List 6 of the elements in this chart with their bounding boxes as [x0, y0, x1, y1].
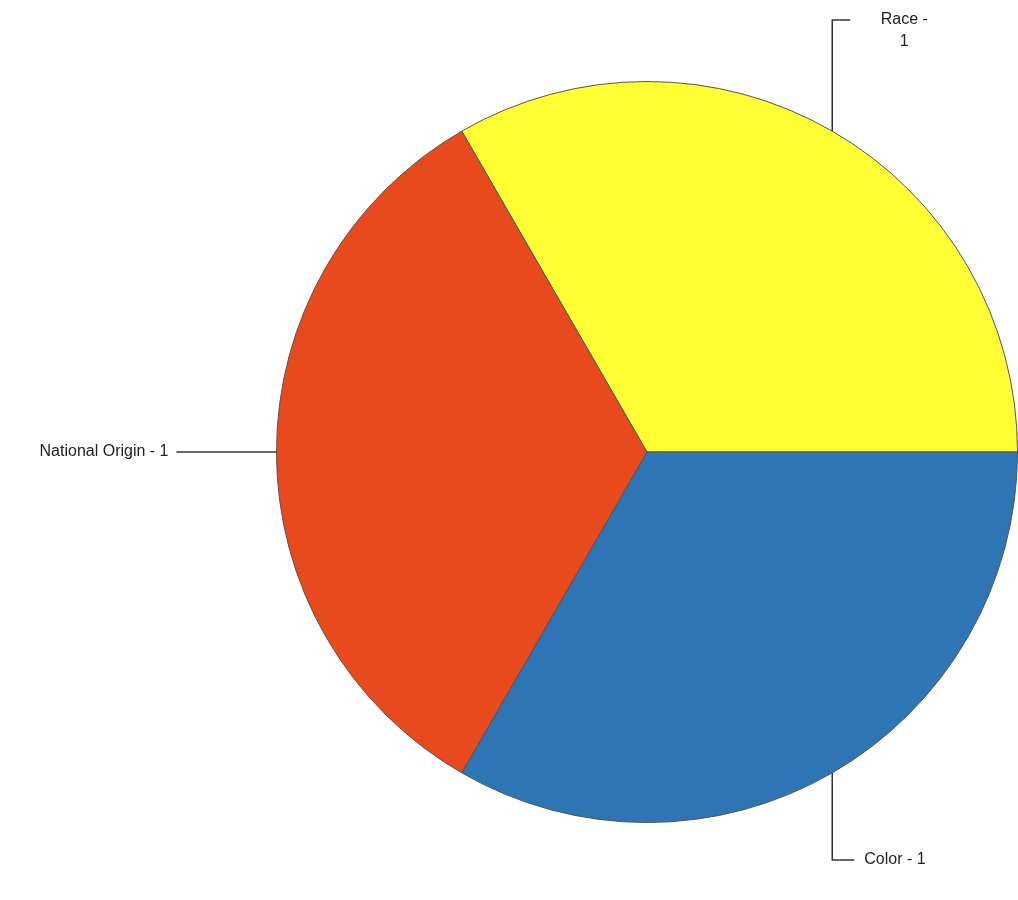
data-label: 1	[159, 442, 169, 460]
slice-label: Race -	[880, 10, 928, 28]
slice-label: National Origin -	[39, 442, 156, 460]
data-label: 1	[916, 850, 926, 868]
slice-label: Color -	[864, 850, 913, 868]
data-label: 1	[899, 32, 909, 50]
